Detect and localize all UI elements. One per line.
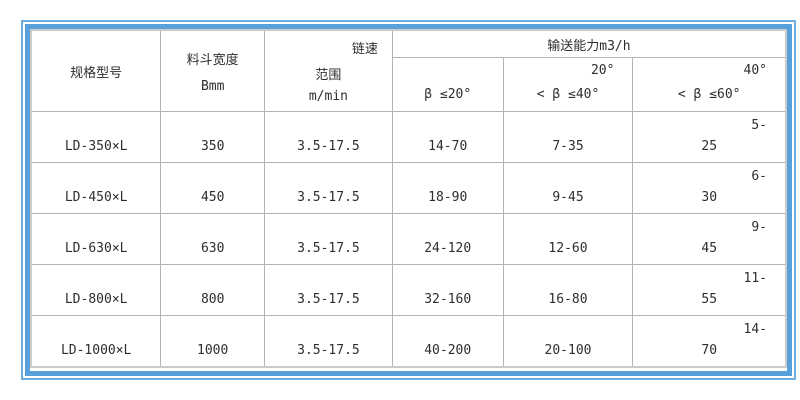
cell-capacity-40-60: 14- 70 [632, 315, 787, 368]
model-value: LD-800×L [64, 292, 128, 307]
spec-table: 规格型号 料斗宽度 Bmm 链速 范围 m/min [30, 29, 787, 368]
header-model-label: 规格型号 [70, 65, 123, 81]
capacity-le20-value: 14-70 [428, 139, 468, 154]
cell-capacity-40-60: 9- 45 [632, 213, 787, 265]
bucket-width-value: 1000 [197, 343, 229, 358]
chain-speed-value: 3.5-17.5 [297, 241, 360, 256]
capacity-40-60-line1: 9- [751, 220, 767, 235]
capacity-le20-value: 18-90 [428, 190, 468, 205]
capacity-20-40-value: 9-45 [552, 190, 584, 205]
cell-capacity-20-40: 12-60 [502, 213, 634, 265]
cell-capacity-40-60: 11- 55 [632, 264, 787, 316]
capacity-le20-value: 24-120 [424, 241, 472, 256]
header-capacity-title: 输送能力m3/h [391, 29, 787, 59]
capacity-20-40-value: 12-60 [548, 241, 588, 256]
chain-speed-value: 3.5-17.5 [297, 139, 360, 154]
cell-chain-speed: 3.5-17.5 [264, 162, 393, 214]
model-value: LD-350×L [64, 139, 128, 154]
model-value: LD-450×L [64, 190, 128, 205]
header-chain-speed-unit: m/min [308, 89, 348, 105]
cell-model: LD-800×L [30, 264, 162, 316]
capacity-40-60-line1: 11- [743, 271, 767, 286]
table-row: LD-800×L 800 3.5-17.5 32-160 16-80 11- 5… [30, 264, 787, 316]
cell-capacity-le20: 24-120 [391, 213, 504, 265]
cell-capacity-le20: 32-160 [391, 264, 504, 316]
cell-capacity-40-60: 5- 25 [632, 111, 787, 163]
capacity-40-60-line2: 45 [701, 241, 718, 256]
cell-model: LD-450×L [30, 162, 162, 214]
model-value: LD-1000×L [60, 343, 132, 358]
table-header: 规格型号 料斗宽度 Bmm 链速 范围 m/min [30, 29, 787, 112]
table-row: LD-450×L 450 3.5-17.5 18-90 9-45 6- 30 [30, 162, 787, 214]
table-row: LD-350×L 350 3.5-17.5 14-70 7-35 5- 25 [30, 111, 787, 163]
header-capacity-angle-20-40-line2: < β ≤40° [536, 87, 600, 103]
bucket-width-value: 350 [200, 139, 225, 154]
cell-capacity-20-40: 7-35 [502, 111, 634, 163]
header-bucket-width-unit: Bmm [200, 78, 225, 94]
header-capacity-angle-40-60-line1: 40° [743, 63, 767, 79]
capacity-20-40-value: 16-80 [548, 292, 588, 307]
capacity-le20-value: 40-200 [424, 343, 472, 358]
capacity-40-60-line1: 6- [751, 169, 767, 184]
header-capacity-angle-20-40: 20° < β ≤40° [502, 57, 634, 112]
chain-speed-value: 3.5-17.5 [297, 343, 360, 358]
bucket-width-value: 630 [200, 241, 225, 256]
bucket-width-value: 800 [200, 292, 225, 307]
chain-speed-value: 3.5-17.5 [297, 292, 360, 307]
inner-frame: 规格型号 料斗宽度 Bmm 链速 范围 m/min [25, 24, 792, 376]
cell-model: LD-1000×L [30, 315, 162, 368]
header-chain-speed-label-line1: 链速 [351, 41, 378, 57]
chain-speed-value: 3.5-17.5 [297, 190, 360, 205]
capacity-40-60-line2: 55 [701, 292, 718, 307]
header-capacity-angle-40-60-line2: < β ≤60° [677, 87, 741, 103]
cell-chain-speed: 3.5-17.5 [264, 111, 393, 163]
cell-bucket-width: 800 [160, 264, 266, 316]
cell-capacity-40-60: 6- 30 [632, 162, 787, 214]
cell-capacity-20-40: 20-100 [502, 315, 634, 368]
bucket-width-value: 450 [200, 190, 225, 205]
cell-capacity-le20: 14-70 [391, 111, 504, 163]
table-row: LD-1000×L 1000 3.5-17.5 40-200 20-100 14… [30, 315, 787, 368]
capacity-40-60-line2: 25 [701, 139, 718, 154]
header-chain-speed: 链速 范围 m/min [264, 29, 393, 112]
capacity-le20-value: 32-160 [424, 292, 472, 307]
header-capacity-angle-le20: β ≤20° [391, 57, 504, 112]
cell-model: LD-630×L [30, 213, 162, 265]
capacity-20-40-value: 20-100 [544, 343, 592, 358]
cell-capacity-20-40: 16-80 [502, 264, 634, 316]
capacity-40-60-line2: 30 [701, 190, 718, 205]
header-model: 规格型号 [30, 29, 162, 112]
header-chain-speed-label-line2: 范围 [315, 67, 342, 83]
cell-bucket-width: 1000 [160, 315, 266, 368]
cell-bucket-width: 450 [160, 162, 266, 214]
header-capacity-angle-20-40-line1: 20° [590, 63, 615, 79]
cell-bucket-width: 350 [160, 111, 266, 163]
cell-bucket-width: 630 [160, 213, 266, 265]
capacity-20-40-value: 7-35 [552, 139, 584, 154]
cell-capacity-le20: 18-90 [391, 162, 504, 214]
header-bucket-width-label: 料斗宽度 [186, 52, 239, 68]
cell-capacity-20-40: 9-45 [502, 162, 634, 214]
outer-frame: 规格型号 料斗宽度 Bmm 链速 范围 m/min [21, 20, 796, 380]
cell-chain-speed: 3.5-17.5 [264, 315, 393, 368]
cell-capacity-le20: 40-200 [391, 315, 504, 368]
table-row: LD-630×L 630 3.5-17.5 24-120 12-60 9- 45 [30, 213, 787, 265]
cell-chain-speed: 3.5-17.5 [264, 213, 393, 265]
capacity-40-60-line1: 5- [751, 118, 767, 133]
model-value: LD-630×L [64, 241, 128, 256]
header-capacity-title-label: 输送能力m3/h [547, 38, 631, 54]
header-capacity-angle-le20-label: β ≤20° [424, 87, 472, 103]
capacity-40-60-line1: 14- [743, 322, 767, 337]
cell-model: LD-350×L [30, 111, 162, 163]
header-capacity-angle-40-60: 40° < β ≤60° [632, 57, 787, 112]
capacity-40-60-line2: 70 [701, 343, 718, 358]
cell-chain-speed: 3.5-17.5 [264, 264, 393, 316]
header-bucket-width: 料斗宽度 Bmm [160, 29, 266, 112]
